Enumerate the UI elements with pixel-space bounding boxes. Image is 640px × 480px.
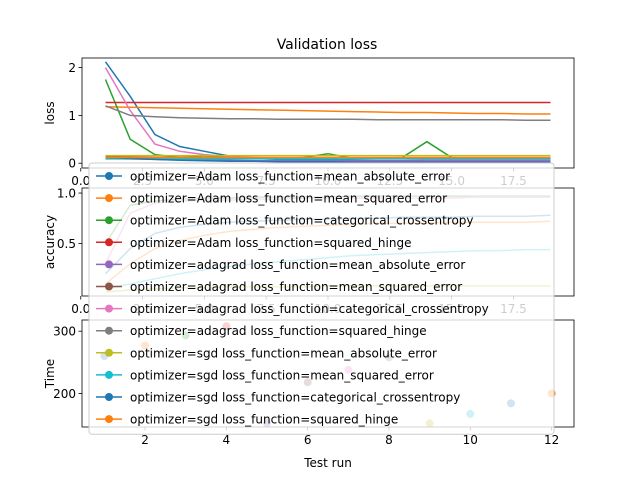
legend-label: optimizer=sgd loss_function=mean_absolut… xyxy=(130,346,437,360)
legend-marker xyxy=(105,304,113,313)
legend-label: optimizer=sgd loss_function=squared_hing… xyxy=(130,413,398,427)
x-tick-label: 0.0 xyxy=(71,302,90,316)
legend-label: optimizer=adagrad loss_function=mean_squ… xyxy=(130,280,462,294)
y-tick-label: 2 xyxy=(68,61,76,75)
legend-item: optimizer=adagrad loss_function=mean_abs… xyxy=(96,258,465,272)
y-tick-label: 300 xyxy=(53,325,76,339)
legend-label: optimizer=Adam loss_function=squared_hin… xyxy=(130,236,411,250)
x-tick-label: 4 xyxy=(223,433,231,447)
series-line-1 xyxy=(105,106,551,115)
x-tick-label: 10 xyxy=(463,433,478,447)
y-axis-label: accuracy xyxy=(43,215,57,269)
legend-marker xyxy=(105,216,113,225)
y-tick-label: 1.0 xyxy=(57,187,76,201)
plot-area xyxy=(104,61,551,164)
legend-label: optimizer=sgd loss_function=mean_squared… xyxy=(130,368,434,382)
legend: optimizer=Adam loss_function=mean_absolu… xyxy=(88,162,555,435)
legend-marker xyxy=(105,348,113,357)
legend-marker xyxy=(105,370,113,379)
legend-item: optimizer=adagrad loss_function=categori… xyxy=(96,302,489,316)
legend-item: optimizer=Adam loss_function=mean_absolu… xyxy=(96,170,450,184)
legend-box xyxy=(88,162,555,435)
legend-item: optimizer=sgd loss_function=mean_squared… xyxy=(96,368,434,382)
legend-marker xyxy=(105,326,113,335)
legend-item: optimizer=Adam loss_function=mean_square… xyxy=(96,192,447,206)
legend-item: optimizer=sgd loss_function=squared_hing… xyxy=(96,413,398,427)
series-line-10 xyxy=(105,156,551,164)
y-tick-label: 0 xyxy=(68,157,76,171)
legend-item: optimizer=Adam loss_function=squared_hin… xyxy=(96,236,411,250)
loss-chart-title: Validation loss xyxy=(277,37,378,53)
x-axis-label: Test run xyxy=(303,456,352,470)
y-tick-label: 1 xyxy=(68,109,76,123)
legend-label: optimizer=adagrad loss_function=categori… xyxy=(130,302,489,316)
y-tick-label: 200 xyxy=(53,387,76,401)
legend-marker xyxy=(105,238,113,247)
legend-marker xyxy=(105,393,113,401)
x-tick-label: 12 xyxy=(544,433,559,447)
legend-item: optimizer=adagrad loss_function=mean_squ… xyxy=(96,280,462,294)
legend-label: optimizer=sgd loss_function=categorical_… xyxy=(130,391,460,405)
x-tick-label: 8 xyxy=(385,433,393,447)
x-tick-label: 0.0 xyxy=(71,174,90,188)
legend-label: optimizer=adagrad loss_function=squared_… xyxy=(130,324,427,338)
legend-marker xyxy=(105,260,113,269)
legend-label: optimizer=adagrad loss_function=mean_abs… xyxy=(130,258,465,272)
legend-marker xyxy=(105,194,113,203)
y-axis-label: Time xyxy=(43,359,57,389)
legend-item: optimizer=sgd loss_function=mean_absolut… xyxy=(96,346,437,360)
x-tick-label: 6 xyxy=(304,433,312,447)
series-line-7 xyxy=(105,105,551,121)
legend-item: optimizer=Adam loss_function=categorical… xyxy=(96,214,474,228)
legend-marker xyxy=(105,282,113,291)
x-tick-label: 2 xyxy=(141,433,149,447)
legend-label: optimizer=Adam loss_function=categorical… xyxy=(130,214,474,228)
y-axis-label: loss xyxy=(43,101,57,124)
legend-marker xyxy=(105,172,113,180)
y-tick-label: 0.5 xyxy=(57,237,76,251)
legend-label: optimizer=Adam loss_function=mean_square… xyxy=(130,192,447,206)
legend-item: optimizer=adagrad loss_function=squared_… xyxy=(96,324,427,338)
legend-label: optimizer=Adam loss_function=mean_absolu… xyxy=(130,170,450,184)
legend-marker xyxy=(105,415,113,424)
legend-item: optimizer=sgd loss_function=categorical_… xyxy=(96,391,460,405)
